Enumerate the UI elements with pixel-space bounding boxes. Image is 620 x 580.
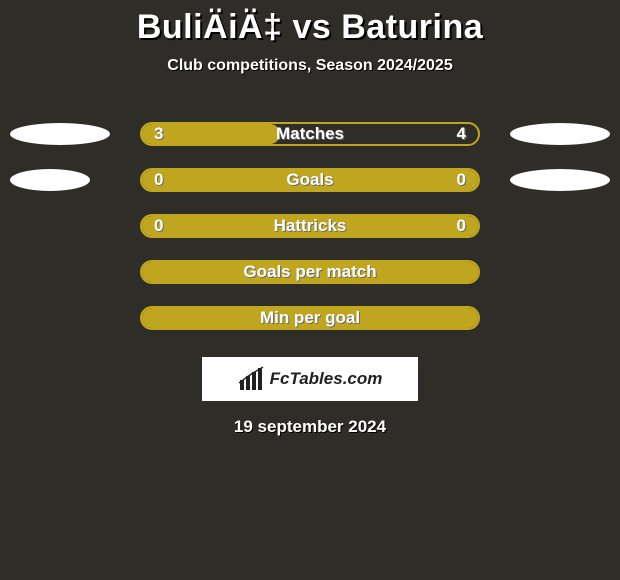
stat-value-left: 0 <box>154 216 163 236</box>
stat-bar: Hattricks 0 0 <box>140 214 480 238</box>
stat-label: Matches <box>276 124 344 144</box>
stat-label: Hattricks <box>274 216 347 236</box>
stat-value-left: 0 <box>154 170 163 190</box>
stat-value-left: 3 <box>154 124 163 144</box>
stat-bar: Min per goal <box>140 306 480 330</box>
stat-label: Min per goal <box>260 308 360 328</box>
bar-chart-icon <box>238 366 264 392</box>
stat-row: Hattricks 0 0 <box>0 203 620 249</box>
fctables-logo: FcTables.com <box>202 357 418 401</box>
stat-label: Goals <box>286 170 333 190</box>
player-left-indicator <box>10 123 110 145</box>
subtitle: Club competitions, Season 2024/2025 <box>0 57 620 75</box>
stat-value-right: 0 <box>457 216 466 236</box>
logo-text: FcTables.com <box>270 369 383 389</box>
player-left-indicator <box>10 169 90 191</box>
comparison-card: BuliÄiÄ‡ vs Baturina Club competitions, … <box>0 0 620 580</box>
stat-row: Matches 3 4 <box>0 111 620 157</box>
stat-bar: Goals 0 0 <box>140 168 480 192</box>
stat-bar: Goals per match <box>140 260 480 284</box>
player-right-indicator <box>510 123 610 145</box>
stat-value-right: 0 <box>457 170 466 190</box>
player-right-indicator <box>510 169 610 191</box>
stat-bar: Matches 3 4 <box>140 122 480 146</box>
stat-value-right: 4 <box>457 124 466 144</box>
stat-label: Goals per match <box>243 262 376 282</box>
stat-row: Goals per match <box>0 249 620 295</box>
stats-section: Matches 3 4 Goals 0 0 Hattricks 0 0 Goals per mat… <box>0 111 620 341</box>
stat-row: Min per goal <box>0 295 620 341</box>
date-label: 19 september 2024 <box>0 417 620 437</box>
page-title: BuliÄiÄ‡ vs Baturina <box>0 8 620 47</box>
stat-row: Goals 0 0 <box>0 157 620 203</box>
